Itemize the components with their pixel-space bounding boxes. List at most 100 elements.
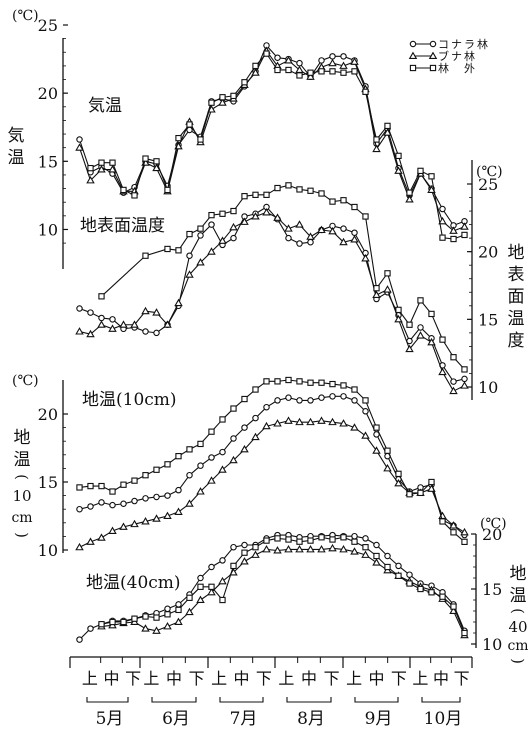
data-point-triangle: [229, 455, 238, 464]
data-point-square: [252, 386, 259, 393]
data-point-square: [197, 136, 204, 143]
data-point-circle: [219, 448, 226, 456]
data-point-square: [197, 225, 204, 232]
legend-item-2: ブナ林: [408, 49, 475, 63]
data-point-square: [428, 173, 435, 180]
data-point-square: [164, 186, 171, 194]
legend-item-1: コナラ林: [409, 37, 488, 51]
data-point-square: [252, 544, 259, 551]
data-point-square: [252, 62, 259, 70]
x-month-bracket: [151, 697, 197, 703]
data-point-triangle: [372, 446, 381, 454]
data-point-square: [406, 491, 413, 498]
data-point-square: [164, 245, 171, 253]
data-point-square: [263, 50, 270, 57]
y-tick-label: 20: [482, 525, 502, 544]
x-month-label: 5月: [96, 709, 124, 729]
series-line: [78, 50, 465, 232]
data-point-circle: [153, 493, 160, 501]
data-point-square: [417, 585, 424, 593]
data-point-circle: [340, 225, 347, 232]
data-point-square: [307, 187, 314, 194]
y-tick-label: 20: [38, 84, 58, 103]
data-point-square: [373, 424, 380, 431]
data-point-square: [120, 481, 127, 488]
data-point-square: [285, 376, 292, 384]
data-point-triangle: [328, 543, 337, 552]
data-point-circle: [362, 408, 369, 415]
x-decade-label: 上: [346, 669, 362, 688]
data-point-circle: [373, 541, 380, 549]
data-point-square: [362, 397, 369, 404]
data-point-circle: [109, 501, 116, 509]
data-point-circle: [186, 252, 193, 259]
data-point-square: [274, 378, 281, 385]
data-point-triangle: [306, 232, 315, 240]
data-point-triangle: [284, 416, 293, 424]
y-tick-label: 20: [38, 405, 58, 424]
data-point-square: [373, 136, 380, 143]
data-point-circle: [461, 375, 468, 383]
x-month-bracket: [354, 697, 399, 703]
data-point-square: [439, 518, 446, 525]
data-point-square: [208, 583, 215, 590]
data-point-square: [274, 184, 281, 192]
data-point-circle: [351, 397, 358, 404]
data-point-square: [406, 321, 413, 328]
data-point-triangle: [295, 544, 304, 553]
data-point-triangle: [428, 51, 438, 60]
data-point-triangle: [361, 431, 370, 439]
data-point-square: [175, 247, 182, 254]
data-point-circle: [340, 53, 347, 60]
y-axis-label-char: (: [13, 474, 31, 480]
data-point-square: [153, 158, 160, 165]
data-point-triangle: [152, 308, 161, 316]
data-point-square: [142, 252, 149, 259]
data-point-square: [318, 379, 325, 386]
data-point-triangle: [317, 544, 326, 553]
data-point-square: [241, 79, 248, 86]
y-tick-label: 15: [478, 310, 498, 329]
data-point-triangle: [141, 306, 150, 315]
x-decade-label: 上: [143, 669, 159, 688]
data-point-triangle: [350, 235, 359, 243]
data-point-circle: [87, 309, 94, 316]
y-axis-label-char: 温: [508, 309, 525, 329]
x-decade-label: 中: [166, 669, 182, 688]
data-point-square: [409, 64, 417, 72]
data-point-square: [219, 416, 226, 423]
x-decade-label: 上: [211, 669, 227, 688]
data-point-triangle: [317, 225, 326, 234]
data-point-triangle: [152, 514, 161, 522]
data-point-circle: [296, 59, 303, 67]
data-point-circle: [164, 492, 171, 499]
data-point-square: [296, 538, 303, 545]
data-point-circle: [219, 557, 226, 564]
x-month-label: 9月: [365, 709, 393, 729]
data-point-square: [219, 210, 226, 217]
data-point-triangle: [383, 285, 392, 293]
y-axis-label-char: 面: [508, 287, 525, 307]
data-point-triangle: [284, 544, 293, 553]
data-point-circle: [208, 454, 215, 461]
data-point-square: [329, 68, 336, 75]
series-3-1: [76, 393, 468, 539]
axes-layer: 10 15 20 25 10 15 20 25 10 15 20 10 15 20: [38, 16, 503, 654]
y-tick-label: 10: [482, 635, 502, 654]
data-point-square: [340, 69, 347, 76]
data-point-triangle: [394, 478, 403, 487]
y-axis-label-char: 表: [508, 265, 525, 285]
data-point-triangle: [306, 417, 315, 426]
data-point-circle: [98, 314, 105, 322]
panel-title-4: 地温(40cm): [86, 573, 181, 593]
x-month-label: 10月: [424, 709, 463, 729]
data-point-square: [417, 167, 424, 175]
data-point-triangle: [251, 550, 260, 558]
data-point-square: [384, 447, 391, 454]
unit-label: (℃): [12, 8, 39, 24]
series-4-3: [98, 534, 468, 637]
data-point-square: [351, 386, 358, 393]
y-axis-label-char: ): [13, 532, 31, 538]
x-axis: 上中下5月上中下6月上中下7月上中下8月上中下9月上中下10月: [69, 656, 473, 729]
data-point-triangle: [152, 163, 161, 172]
